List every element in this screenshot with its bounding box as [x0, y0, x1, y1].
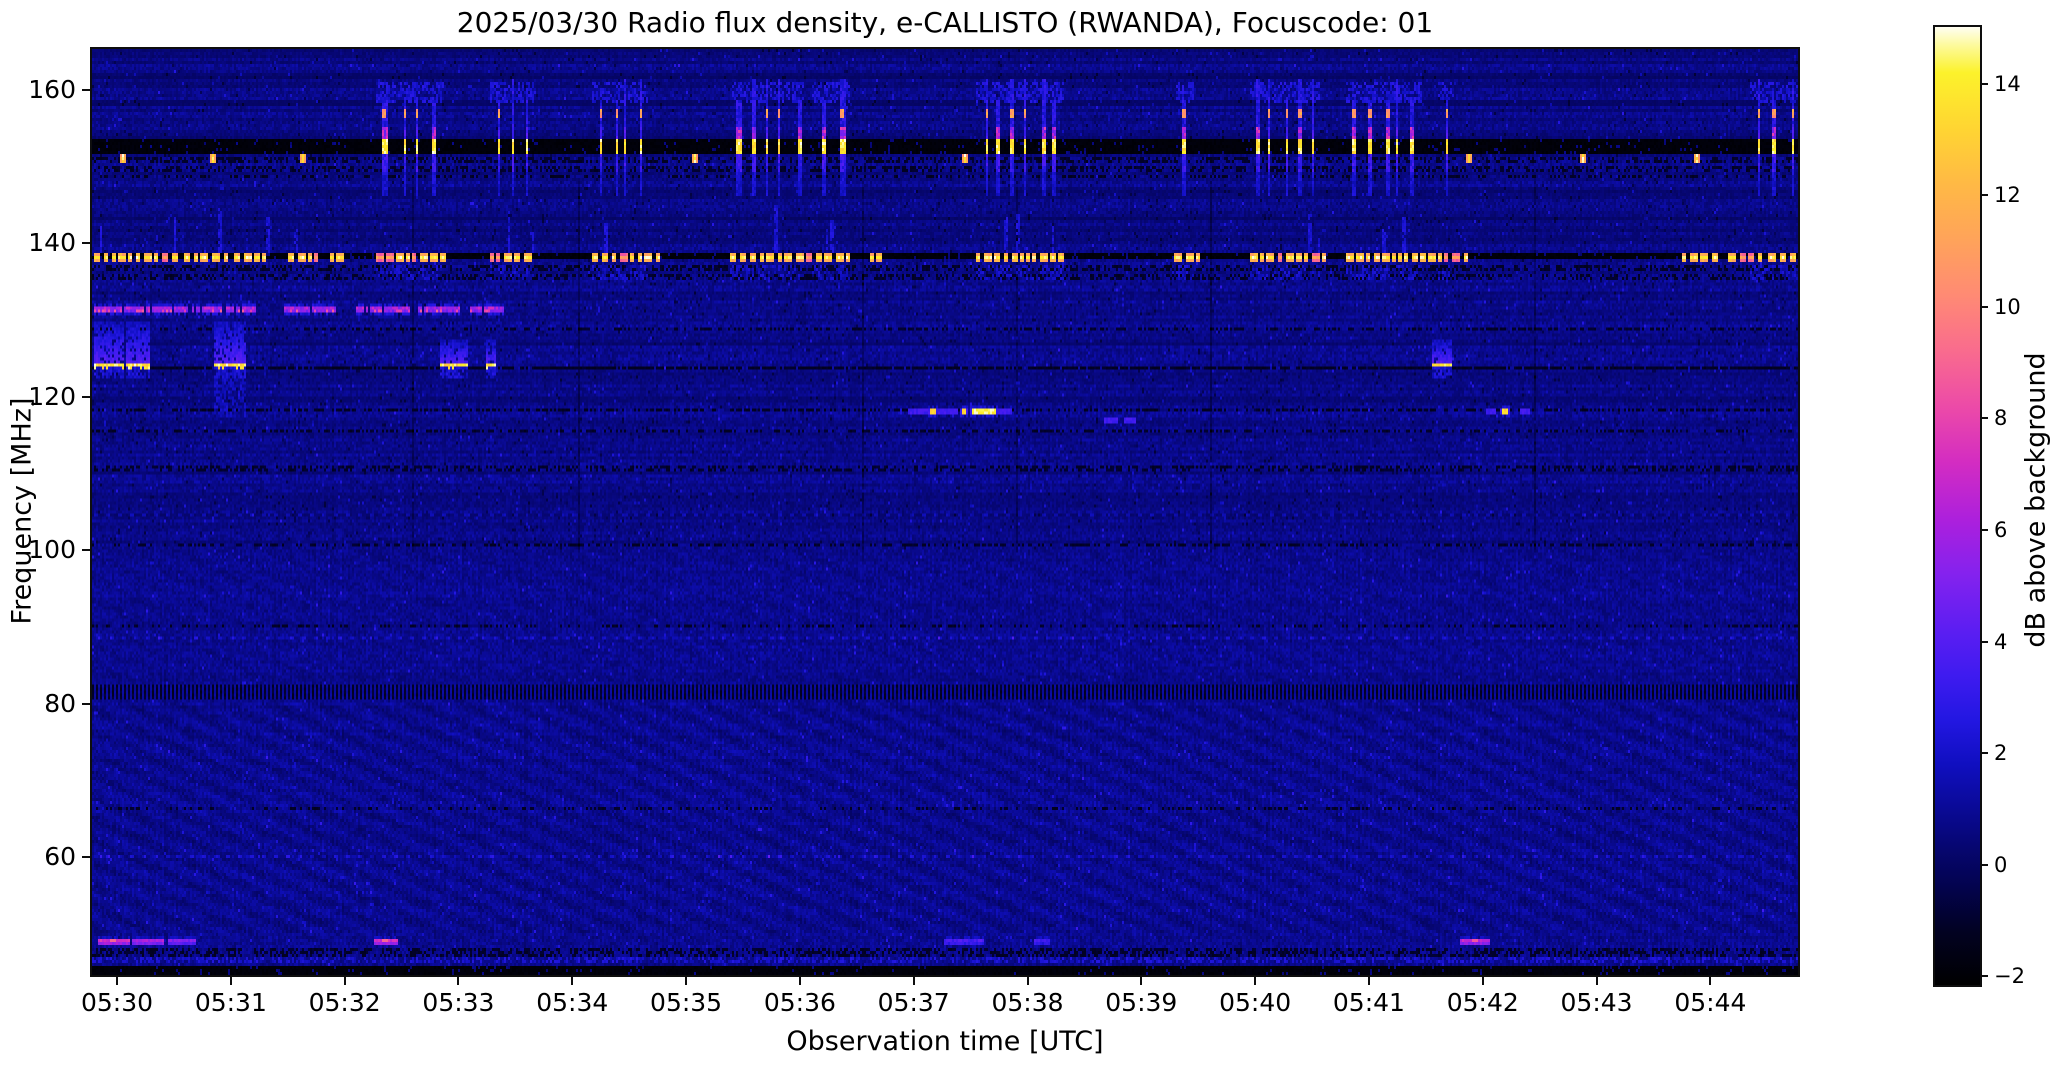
x-tick-label: 05:43 [1560, 988, 1633, 1017]
y-tick-mark [82, 395, 90, 398]
colorbar-tick-mark [1980, 640, 1988, 643]
x-tick-mark [1709, 977, 1712, 985]
x-tick-mark [1140, 977, 1143, 985]
spectrogram-canvas [92, 49, 1798, 975]
y-tick-mark [82, 242, 90, 245]
plot-area [90, 47, 1800, 977]
y-tick-label: 80 [44, 688, 76, 718]
x-tick-mark [1254, 977, 1257, 985]
x-axis-label: Observation time [UTC] [786, 1026, 1104, 1057]
x-tick-label: 05:36 [763, 988, 836, 1017]
colorbar-tick-mark [1980, 305, 1988, 308]
y-tick-label: 120 [28, 381, 76, 411]
colorbar-tick-label: 4 [1994, 629, 2008, 654]
x-tick-label: 05:42 [1446, 988, 1519, 1017]
x-tick-mark [343, 977, 346, 985]
x-tick-label: 05:35 [650, 988, 723, 1017]
x-tick-label: 05:44 [1674, 988, 1747, 1017]
x-tick-label: 05:34 [536, 988, 609, 1017]
y-tick-label: 60 [44, 841, 76, 871]
x-tick-label: 05:38 [991, 988, 1064, 1017]
chart-title: 2025/03/30 Radio flux density, e-CALLIST… [456, 6, 1434, 39]
x-tick-mark [116, 977, 119, 985]
y-tick-label: 160 [28, 75, 76, 105]
x-tick-label: 05:32 [308, 988, 381, 1017]
colorbar-tick-mark [1980, 975, 1988, 978]
x-tick-label: 05:31 [194, 988, 267, 1017]
y-tick-label: 140 [28, 228, 76, 258]
x-tick-mark [912, 977, 915, 985]
colorbar [1933, 25, 1982, 987]
colorbar-label: dB above background [2020, 352, 2052, 648]
colorbar-tick-label: 12 [1994, 183, 2021, 208]
colorbar-tick-mark [1980, 417, 1988, 420]
y-tick-mark [82, 549, 90, 552]
x-tick-mark [685, 977, 688, 985]
y-tick-label: 100 [28, 535, 76, 565]
x-tick-mark [457, 977, 460, 985]
y-tick-mark [82, 702, 90, 705]
x-tick-label: 05:33 [422, 988, 495, 1017]
colorbar-tick-label: 14 [1994, 71, 2021, 96]
colorbar-tick-label: 6 [1994, 517, 2008, 542]
x-tick-mark [571, 977, 574, 985]
x-tick-label: 05:41 [1332, 988, 1405, 1017]
colorbar-tick-mark [1980, 528, 1988, 531]
x-tick-label: 05:40 [1219, 988, 1292, 1017]
colorbar-tick-label: 8 [1994, 406, 2008, 431]
y-tick-mark [82, 855, 90, 858]
colorbar-tick-mark [1980, 752, 1988, 755]
x-tick-mark [1481, 977, 1484, 985]
colorbar-tick-label: 10 [1994, 294, 2021, 319]
y-axis-label: Frequency [MHz] [6, 397, 38, 625]
colorbar-tick-label: 0 [1994, 852, 2008, 877]
x-tick-label: 05:30 [81, 988, 154, 1017]
colorbar-tick-label: 2 [1994, 741, 2008, 766]
x-tick-label: 05:37 [877, 988, 950, 1017]
x-tick-mark [1026, 977, 1029, 985]
colorbar-tick-mark [1980, 194, 1988, 197]
x-tick-mark [1595, 977, 1598, 985]
colorbar-tick-label: −2 [1994, 964, 2025, 989]
colorbar-tick-mark [1980, 82, 1988, 85]
y-tick-mark [82, 89, 90, 92]
x-tick-label: 05:39 [1105, 988, 1178, 1017]
colorbar-tick-mark [1980, 863, 1988, 866]
x-tick-mark [229, 977, 232, 985]
x-tick-mark [798, 977, 801, 985]
x-tick-mark [1367, 977, 1370, 985]
